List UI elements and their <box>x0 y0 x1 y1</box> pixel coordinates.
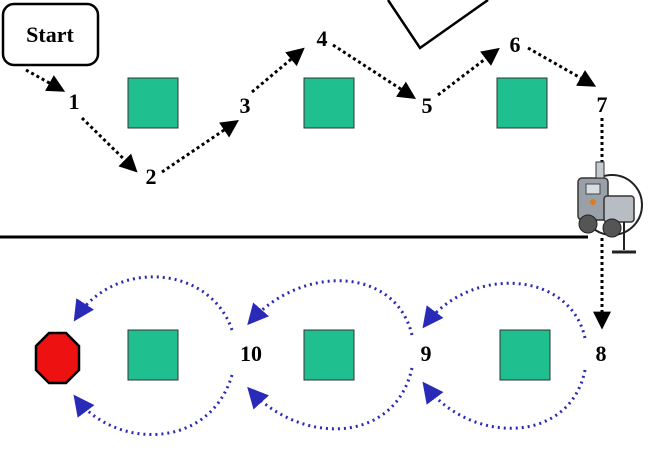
waypoint-label: 7 <box>597 92 608 117</box>
wall-shape <box>386 0 489 50</box>
waypoint-label: 2 <box>146 164 157 189</box>
start-box: Start <box>1 2 100 67</box>
waypoint-label: 3 <box>240 93 251 118</box>
waypoint-label: 6 <box>510 32 521 57</box>
bottom-path <box>73 275 587 436</box>
obstacle-square <box>303 329 355 381</box>
waypoint-label: 10 <box>240 341 262 366</box>
start-label: Start <box>26 22 74 47</box>
waypoint-label: 8 <box>596 341 607 366</box>
waypoint-label: 1 <box>69 89 80 114</box>
waypoint-label: 9 <box>421 341 432 366</box>
obstacle-square <box>496 77 548 129</box>
obstacle-square <box>303 77 355 129</box>
waypoint-label: 4 <box>317 26 328 51</box>
stop-sign-icon <box>34 331 81 385</box>
waypoint-label: 5 <box>422 93 433 118</box>
obstacle-square <box>127 77 179 129</box>
top-path <box>25 43 611 330</box>
robot-icon <box>577 161 643 254</box>
obstacle-square <box>499 329 551 381</box>
obstacle-square <box>127 329 179 381</box>
